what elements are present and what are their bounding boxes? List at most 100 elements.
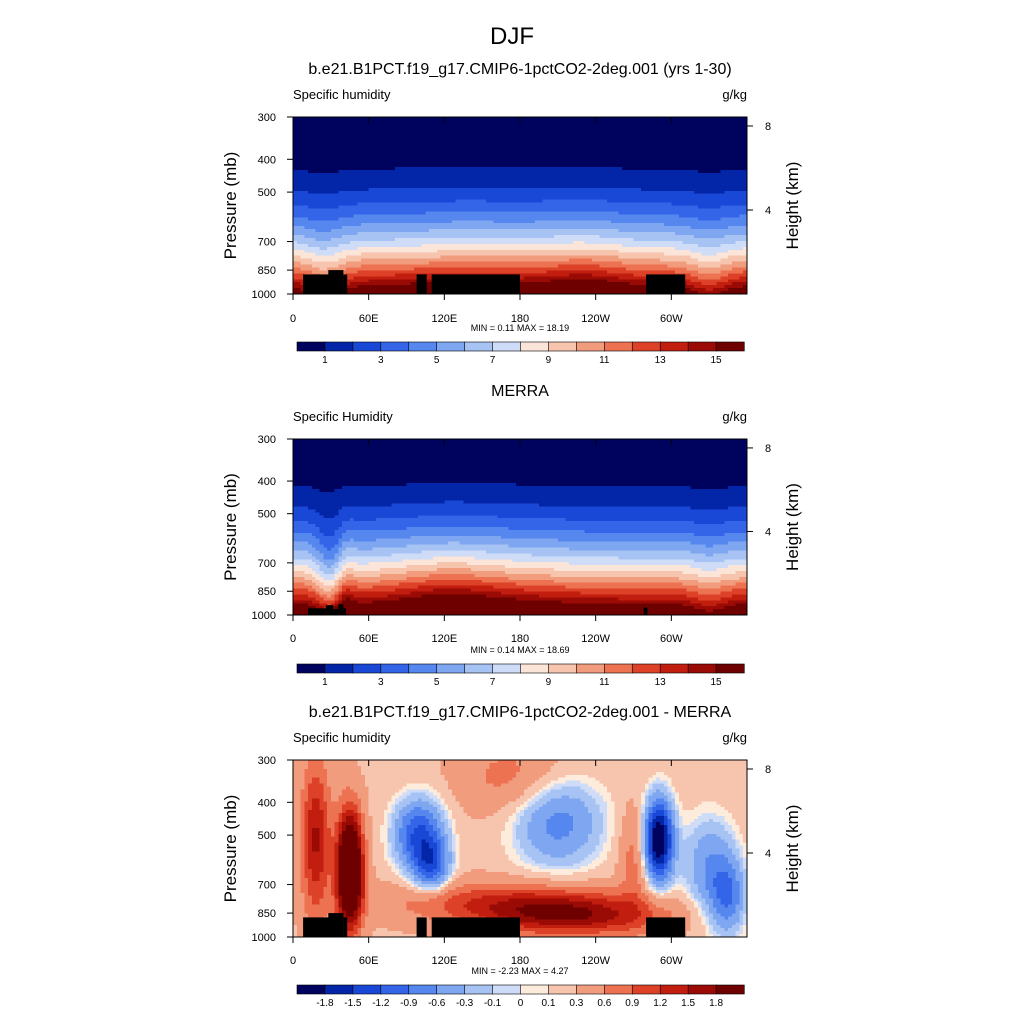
- heatmap-cell: [349, 196, 354, 200]
- heatmap-cell: [576, 140, 581, 144]
- heatmap-cell: [353, 235, 358, 239]
- heatmap-cell: [599, 229, 604, 233]
- heatmap-cell: [531, 164, 536, 168]
- heatmap-cell: [474, 140, 479, 144]
- heatmap-cell: [474, 187, 479, 192]
- heatmap-cell: [569, 164, 574, 168]
- heatmap-cell: [357, 187, 362, 192]
- heatmap-cell: [588, 161, 593, 165]
- heatmap-cell: [739, 190, 744, 195]
- heatmap-cell: [501, 170, 506, 174]
- heatmap-cell: [663, 146, 668, 150]
- heatmap-cell: [349, 226, 354, 230]
- heatmap-cell: [588, 119, 593, 124]
- heatmap-cell: [697, 173, 702, 177]
- heatmap-cell: [414, 146, 419, 150]
- heatmap-cell: [467, 202, 472, 206]
- heatmap-cell: [652, 122, 657, 127]
- heatmap-cell: [391, 208, 396, 212]
- heatmap-cell: [308, 161, 313, 165]
- heatmap-cell: [417, 137, 423, 141]
- heatmap-cell: [395, 152, 400, 156]
- heatmap-cell: [425, 208, 430, 212]
- heatmap-cell: [724, 217, 729, 221]
- heatmap-cell: [467, 181, 472, 186]
- heatmap-cell: [504, 178, 510, 183]
- heatmap-cell: [304, 152, 309, 156]
- heatmap-cell: [675, 235, 680, 239]
- heatmap-cell: [659, 196, 665, 200]
- heatmap-cell: [493, 140, 498, 144]
- heatmap-cell: [398, 128, 404, 133]
- heatmap-cell: [629, 125, 634, 130]
- heatmap-cell: [644, 232, 650, 236]
- heatmap-cell: [588, 125, 593, 130]
- heatmap-cell: [327, 119, 332, 124]
- heatmap-cell: [455, 176, 460, 180]
- heatmap-cell: [569, 196, 574, 200]
- heatmap-cell: [614, 170, 619, 174]
- heatmap-cell: [440, 146, 445, 150]
- heatmap-cell: [527, 125, 532, 130]
- heatmap-cell: [497, 235, 502, 239]
- heatmap-cell: [712, 119, 718, 124]
- heatmap-cell: [504, 226, 510, 230]
- heatmap-cell: [607, 143, 612, 147]
- heatmap-cell: [501, 164, 506, 168]
- heatmap-cell: [580, 176, 585, 180]
- heatmap-cell: [535, 232, 540, 236]
- heatmap-cell: [376, 199, 381, 203]
- heatmap-cell: [342, 167, 347, 171]
- heatmap-cell: [584, 208, 589, 212]
- heatmap-cell: [432, 119, 438, 124]
- heatmap-cell: [572, 196, 578, 200]
- heatmap-cell: [652, 146, 657, 150]
- heatmap-cell: [667, 181, 672, 186]
- heatmap-cell: [334, 155, 339, 159]
- heatmap-cell: [565, 134, 570, 139]
- heatmap-cell: [497, 184, 502, 189]
- heatmap-cell: [508, 193, 513, 198]
- heatmap-cell: [550, 202, 555, 206]
- heatmap-cell: [300, 187, 305, 192]
- heatmap-cell: [368, 178, 373, 183]
- heatmap-cell: [678, 214, 684, 218]
- heatmap-cell: [678, 158, 684, 162]
- heatmap-cell: [342, 232, 347, 236]
- heatmap-cell: [569, 187, 574, 192]
- heatmap-cell: [724, 178, 729, 183]
- heatmap-cell: [633, 217, 638, 221]
- heatmap-cell: [599, 128, 604, 133]
- heatmap-cell: [410, 220, 415, 224]
- heatmap-cell: [448, 176, 453, 180]
- heatmap-cell: [323, 223, 328, 227]
- heatmap-cell: [667, 128, 672, 133]
- heatmap-cell: [584, 211, 589, 215]
- heatmap-cell: [474, 178, 479, 183]
- heatmap-cell: [429, 237, 434, 242]
- heatmap-cell: [463, 122, 468, 127]
- heatmap-cell: [520, 178, 525, 183]
- heatmap-cell: [417, 229, 423, 233]
- heatmap-cell: [345, 223, 351, 227]
- heatmap-cell: [444, 205, 449, 209]
- heatmap-cell: [641, 140, 646, 144]
- heatmap-cell: [614, 226, 619, 230]
- heatmap-cell: [353, 122, 358, 127]
- heatmap-cell: [467, 223, 472, 227]
- heatmap-cell: [690, 208, 695, 212]
- heatmap-cell: [712, 190, 718, 195]
- heatmap-cell: [546, 146, 551, 150]
- heatmap-cell: [463, 181, 468, 186]
- heatmap-cell: [520, 190, 525, 195]
- heatmap-cell: [470, 128, 475, 133]
- heatmap-cell: [444, 193, 449, 198]
- heatmap-cell: [678, 205, 684, 209]
- heatmap-cell: [361, 202, 366, 206]
- heatmap-cell: [485, 208, 491, 212]
- heatmap-cell: [652, 167, 657, 171]
- heatmap-cell: [380, 232, 385, 236]
- heatmap-cell: [682, 134, 687, 139]
- heatmap-cell: [353, 119, 358, 124]
- heatmap-cell: [504, 158, 510, 162]
